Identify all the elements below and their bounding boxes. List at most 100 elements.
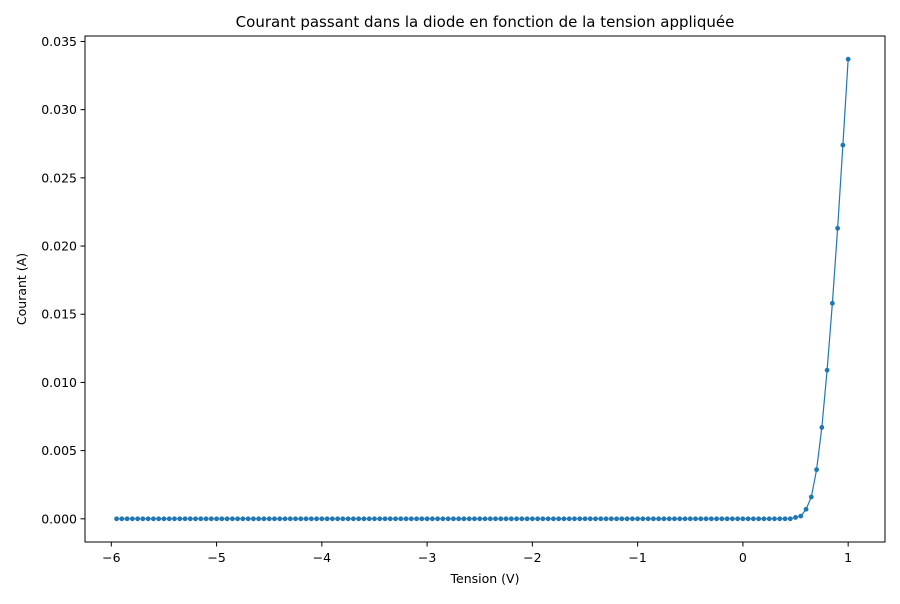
data-point xyxy=(477,516,483,522)
data-point xyxy=(545,516,551,522)
x-tick-label: 0 xyxy=(739,550,747,565)
data-point xyxy=(329,516,335,522)
data-point xyxy=(445,516,451,522)
data-point xyxy=(808,494,814,500)
y-tick-label: 0.010 xyxy=(41,375,77,390)
data-point xyxy=(429,516,435,522)
data-point xyxy=(845,56,851,62)
data-point xyxy=(493,516,498,522)
data-point xyxy=(782,516,788,522)
data-point xyxy=(172,516,177,522)
data-point xyxy=(719,516,725,522)
data-point xyxy=(340,516,346,522)
data-point xyxy=(261,516,267,522)
data-point xyxy=(672,516,677,522)
data-point xyxy=(487,516,493,522)
data-point xyxy=(735,516,741,522)
data-point xyxy=(387,516,393,522)
data-point xyxy=(419,516,425,522)
data-point xyxy=(561,516,567,522)
data-point xyxy=(229,516,235,522)
data-point xyxy=(703,516,709,522)
data-point xyxy=(666,516,672,522)
data-point xyxy=(629,516,635,522)
data-point xyxy=(824,367,830,373)
data-point xyxy=(624,516,630,522)
data-point xyxy=(224,516,230,522)
data-point xyxy=(124,516,130,522)
data-point xyxy=(461,516,467,522)
data-point xyxy=(345,516,351,522)
chart-title: Courant passant dans la diode en fonctio… xyxy=(236,13,735,31)
data-point xyxy=(751,516,756,522)
data-point xyxy=(498,516,504,522)
data-point xyxy=(593,516,598,522)
y-tick-label: 0.000 xyxy=(41,511,77,526)
x-tick-label: −3 xyxy=(418,550,436,565)
data-point xyxy=(661,516,667,522)
data-point xyxy=(482,516,488,522)
data-point xyxy=(829,300,835,306)
data-point xyxy=(508,516,514,522)
data-point xyxy=(598,516,604,522)
data-point xyxy=(372,516,377,522)
data-point xyxy=(472,516,477,522)
data-point xyxy=(677,516,683,522)
y-tick-label: 0.025 xyxy=(41,170,77,185)
data-point xyxy=(251,516,256,522)
data-point xyxy=(145,516,151,522)
y-tick-label: 0.030 xyxy=(41,102,77,117)
data-point xyxy=(577,516,583,522)
data-point xyxy=(761,516,767,522)
data-point xyxy=(793,515,798,520)
data-point xyxy=(777,516,783,522)
data-point xyxy=(745,516,751,522)
data-point xyxy=(308,516,314,522)
data-point xyxy=(129,516,135,522)
data-point xyxy=(540,516,546,522)
y-axis-label: Courant (A) xyxy=(14,253,29,325)
data-point xyxy=(193,516,198,522)
data-point xyxy=(656,516,662,522)
y-tick-label: 0.020 xyxy=(41,239,77,254)
data-point xyxy=(603,516,609,522)
data-point xyxy=(377,516,383,522)
data-point xyxy=(798,513,804,519)
data-point xyxy=(187,516,193,522)
data-point xyxy=(351,516,356,522)
data-point xyxy=(361,516,367,522)
plot-frame xyxy=(84,35,886,543)
data-point xyxy=(608,516,614,522)
data-point xyxy=(161,516,167,522)
data-point xyxy=(729,516,735,522)
data-point xyxy=(708,516,714,522)
data-point xyxy=(814,467,819,473)
data-point xyxy=(156,516,162,522)
data-point xyxy=(693,516,698,522)
x-tick-label: −2 xyxy=(523,550,541,565)
data-point xyxy=(277,516,283,522)
data-point xyxy=(645,516,651,522)
data-point xyxy=(356,516,362,522)
data-point xyxy=(382,516,388,522)
data-point xyxy=(766,516,772,522)
data-point xyxy=(245,516,251,522)
data-point xyxy=(756,516,762,522)
data-point xyxy=(514,516,519,522)
data-point xyxy=(203,516,209,522)
data-point xyxy=(619,516,625,522)
data-point xyxy=(398,516,404,522)
data-point xyxy=(503,516,509,522)
x-tick-label: −1 xyxy=(628,550,646,565)
data-point xyxy=(440,516,446,522)
data-point xyxy=(240,516,246,522)
data-point xyxy=(151,516,156,522)
data-point xyxy=(787,516,793,522)
data-point xyxy=(698,516,704,522)
data-point xyxy=(803,506,809,512)
data-point xyxy=(819,425,825,430)
data-point xyxy=(266,516,272,522)
data-point xyxy=(182,516,188,522)
data-point xyxy=(519,516,525,522)
